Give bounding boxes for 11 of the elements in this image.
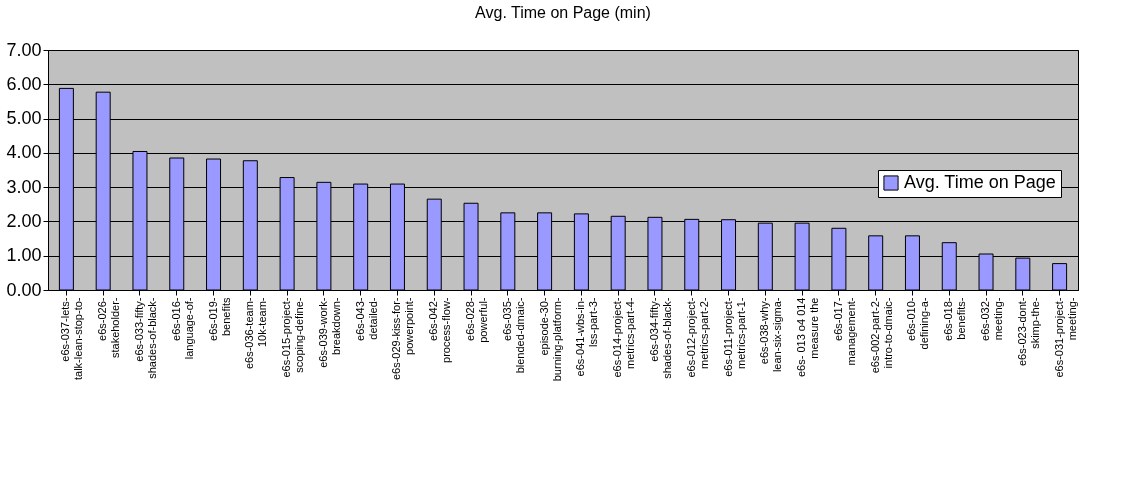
y-tick-label: 6.00 [6, 73, 42, 94]
y-tick-label: 5.00 [6, 108, 42, 129]
y-tick-label: 0.00 [6, 279, 42, 300]
y-tick-label: 2.00 [6, 210, 42, 231]
y-tick-label: 3.00 [6, 176, 42, 197]
y-tick-label: 1.00 [6, 245, 42, 266]
legend-label: Avg. Time on Page [904, 172, 1056, 192]
chart-title: Avg. Time on Page (min) [475, 4, 651, 21]
x-tick-label: e6s-037-lets- talk-lean-stop-to- [59, 297, 85, 381]
y-tick-label: 4.00 [6, 142, 42, 163]
y-tick-label: 7.00 [6, 39, 42, 60]
